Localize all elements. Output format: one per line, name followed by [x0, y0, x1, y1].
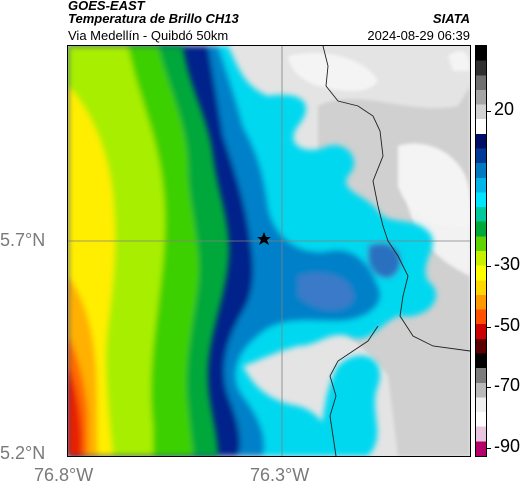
colorbar-tick — [486, 111, 491, 112]
colorbar-label: -70 — [494, 375, 521, 395]
colorbar-tick — [486, 266, 491, 267]
administrative-boundaries — [322, 46, 470, 456]
star-icon — [257, 232, 271, 245]
brand-label: SIATA — [432, 11, 470, 26]
route-label: Via Medellín - Quibdó 50km — [68, 28, 229, 43]
boundary-line-east — [322, 46, 470, 352]
colorbar-label: -90 — [494, 436, 521, 456]
colorbar-label: -50 — [494, 315, 521, 335]
longitude-label: 76.3°W — [250, 465, 310, 485]
satellite-map — [67, 45, 471, 457]
colorbar-tick — [486, 387, 491, 388]
brightness-temperature-field — [68, 46, 470, 456]
colorbar — [475, 45, 487, 457]
map-title: GOES-EAST — [68, 0, 145, 13]
latitude-label: 5.2°N — [0, 443, 46, 463]
latitude-label: 5.7°N — [0, 230, 46, 250]
colorbar-label: 20 — [494, 99, 515, 119]
colorbar-tick — [486, 327, 491, 328]
timestamp-label: 2024-08-29 06:39 — [367, 28, 470, 43]
colorbar-label: -30 — [494, 254, 521, 274]
colorbar-tick — [486, 448, 491, 449]
longitude-label: 76.8°W — [34, 465, 94, 485]
boundary-line-south — [329, 325, 379, 456]
graticule — [68, 46, 470, 456]
map-subtitle: Temperatura de Brillo CH13 — [68, 11, 239, 26]
